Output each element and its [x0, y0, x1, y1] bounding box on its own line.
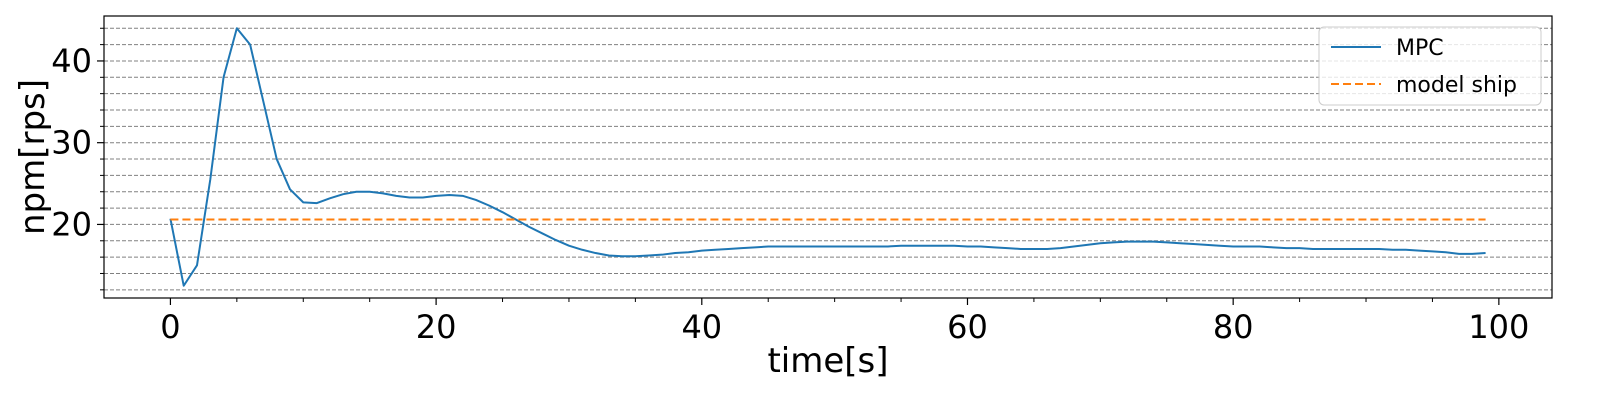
series-line-mpc: [169, 27, 1486, 287]
x-axis-label: time[s]: [767, 341, 888, 381]
legend: MPC model ship: [1318, 26, 1542, 106]
x-tick-label: 20: [416, 308, 457, 346]
grid-lines: [104, 27, 1552, 291]
y-axis-label: npm[rps]: [13, 79, 53, 235]
y-tick-label: 40: [51, 42, 92, 80]
x-tick-label: 60: [947, 308, 988, 346]
y-tick-label: 30: [51, 124, 92, 162]
x-tick-label: 100: [1468, 308, 1529, 346]
x-tick-label: 40: [681, 308, 722, 346]
x-tick-label: 80: [1213, 308, 1254, 346]
plot-frame: [103, 15, 1553, 299]
y-tick-label: 20: [51, 205, 92, 243]
x-axis-ticks: 0 20 40 60 80 100: [160, 298, 1529, 346]
legend-label-mpc: MPC: [1396, 36, 1444, 61]
x-tick-label: 0: [160, 308, 180, 346]
series-lines: [169, 27, 1486, 287]
legend-label-model-ship: model ship: [1396, 73, 1517, 98]
y-axis-ticks: 20 30 40: [51, 27, 104, 291]
